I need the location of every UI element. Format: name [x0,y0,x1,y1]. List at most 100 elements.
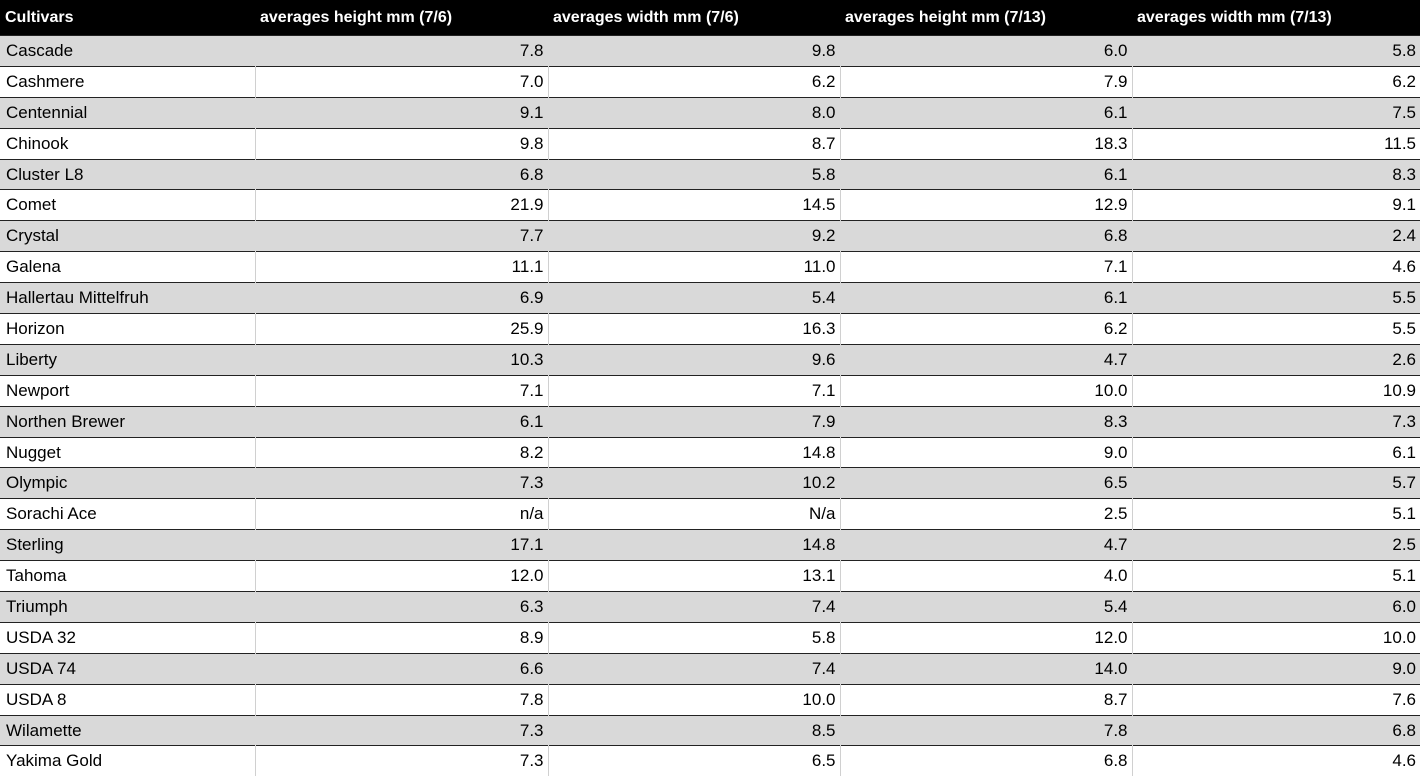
value-cell: 12.0 [839,621,1132,654]
value-cell: 7.3 [254,714,548,746]
value-cell: 6.2 [547,65,840,98]
value-cell: 6.8 [839,745,1132,776]
value-cell: 6.3 [254,591,548,623]
value-cell: N/a [547,498,840,530]
value-cell: 5.8 [547,621,840,654]
value-cell: 9.0 [1131,652,1420,685]
table-row: USDA 8 7.8 10.0 8.7 7.6 [0,683,1420,716]
value-cell: 4.7 [839,343,1132,376]
cultivar-cell: Comet [0,189,255,221]
value-cell: 6.8 [839,220,1132,252]
value-cell: 8.0 [547,96,840,129]
value-cell: 10.0 [547,683,840,716]
value-cell: 8.7 [839,683,1132,716]
value-cell: 9.2 [547,220,840,252]
value-cell: 6.2 [839,313,1132,345]
table-row: Newport 7.1 7.1 10.0 10.9 [0,374,1420,407]
value-cell: 7.1 [254,374,548,407]
header-cell: averages height mm (7/6) [255,0,548,36]
value-cell: 9.8 [254,127,548,160]
value-cell: 25.9 [254,313,548,345]
value-cell: 14.8 [547,436,840,468]
value-cell: 7.8 [254,683,548,716]
value-cell: 8.9 [254,621,548,654]
value-cell: 2.4 [1131,220,1420,252]
value-cell: 6.1 [839,282,1132,314]
cultivar-cell: Olympic [0,467,255,499]
table-body: Cascade 7.8 9.8 6.0 5.8 Cashmere 7.0 6.2 7.9 6.2 C… [0,35,1420,776]
value-cell: 6.9 [254,282,548,314]
table-row: Centennial 9.1 8.0 6.1 7.5 [0,96,1420,129]
value-cell: 11.0 [547,251,840,283]
value-cell: 5.4 [839,591,1132,623]
header-row: Cultivars averages height mm (7/6) average… [0,0,1420,36]
cultivar-cell: Nugget [0,436,255,468]
table-row: USDA 74 6.6 7.4 14.0 9.0 [0,652,1420,685]
value-cell: 7.6 [1131,683,1420,716]
value-cell: 17.1 [254,529,548,561]
table-row: Crystal 7.7 9.2 6.8 2.4 [0,220,1420,252]
value-cell: 7.1 [839,251,1132,283]
value-cell: 6.0 [1131,591,1420,623]
value-cell: 18.3 [839,127,1132,160]
table-row: Sorachi Ace n/a N/a 2.5 5.1 [0,498,1420,530]
cultivar-cell: Wilamette [0,714,255,746]
value-cell: 5.5 [1131,282,1420,314]
value-cell: 8.5 [547,714,840,746]
value-cell: 6.2 [1131,65,1420,98]
value-cell: 4.6 [1131,745,1420,776]
value-cell: 6.1 [839,158,1132,190]
cultivar-cell: Crystal [0,220,255,252]
value-cell: 5.5 [1131,313,1420,345]
value-cell: 6.0 [839,35,1132,67]
value-cell: 10.0 [839,374,1132,407]
cultivar-cell: Cascade [0,35,255,67]
value-cell: 11.1 [254,251,548,283]
value-cell: 7.9 [547,405,840,438]
value-cell: 9.6 [547,343,840,376]
value-cell: 2.5 [839,498,1132,530]
value-cell: 13.1 [547,560,840,592]
value-cell: 5.8 [1131,35,1420,67]
value-cell: 8.7 [547,127,840,160]
value-cell: 7.8 [254,35,548,67]
value-cell: 9.1 [254,96,548,129]
value-cell: 10.0 [1131,621,1420,654]
value-cell: 5.7 [1131,467,1420,499]
cultivar-cell: Sterling [0,529,255,561]
value-cell: 6.8 [254,158,548,190]
value-cell: 9.1 [1131,189,1420,221]
cultivar-cell: Liberty [0,343,255,376]
value-cell: 7.3 [254,467,548,499]
cultivar-cell: Northen Brewer [0,405,255,438]
value-cell: n/a [254,498,548,530]
value-cell: 5.1 [1131,498,1420,530]
cultivar-cell: Chinook [0,127,255,160]
value-cell: 4.6 [1131,251,1420,283]
cultivar-cell: Cashmere [0,65,255,98]
value-cell: 7.5 [1131,96,1420,129]
value-cell: 10.9 [1131,374,1420,407]
table-row: Northen Brewer 6.1 7.9 8.3 7.3 [0,405,1420,438]
value-cell: 7.3 [254,745,548,776]
value-cell: 4.0 [839,560,1132,592]
table-row: Cashmere 7.0 6.2 7.9 6.2 [0,65,1420,98]
value-cell: 8.3 [839,405,1132,438]
value-cell: 6.1 [839,96,1132,129]
value-cell: 10.2 [547,467,840,499]
value-cell: 6.1 [254,405,548,438]
cultivar-cell: Centennial [0,96,255,129]
value-cell: 5.4 [547,282,840,314]
value-cell: 11.5 [1131,127,1420,160]
table-row: Horizon 25.9 16.3 6.2 5.5 [0,313,1420,345]
value-cell: 14.5 [547,189,840,221]
value-cell: 6.1 [1131,436,1420,468]
table-row: Cluster L8 6.8 5.8 6.1 8.3 [0,158,1420,190]
value-cell: 7.3 [1131,405,1420,438]
table-row: Chinook 9.8 8.7 18.3 11.5 [0,127,1420,160]
table-row: Nugget 8.2 14.8 9.0 6.1 [0,436,1420,468]
value-cell: 7.4 [547,652,840,685]
header-cell: averages width mm (7/13) [1132,0,1420,36]
value-cell: 6.5 [839,467,1132,499]
